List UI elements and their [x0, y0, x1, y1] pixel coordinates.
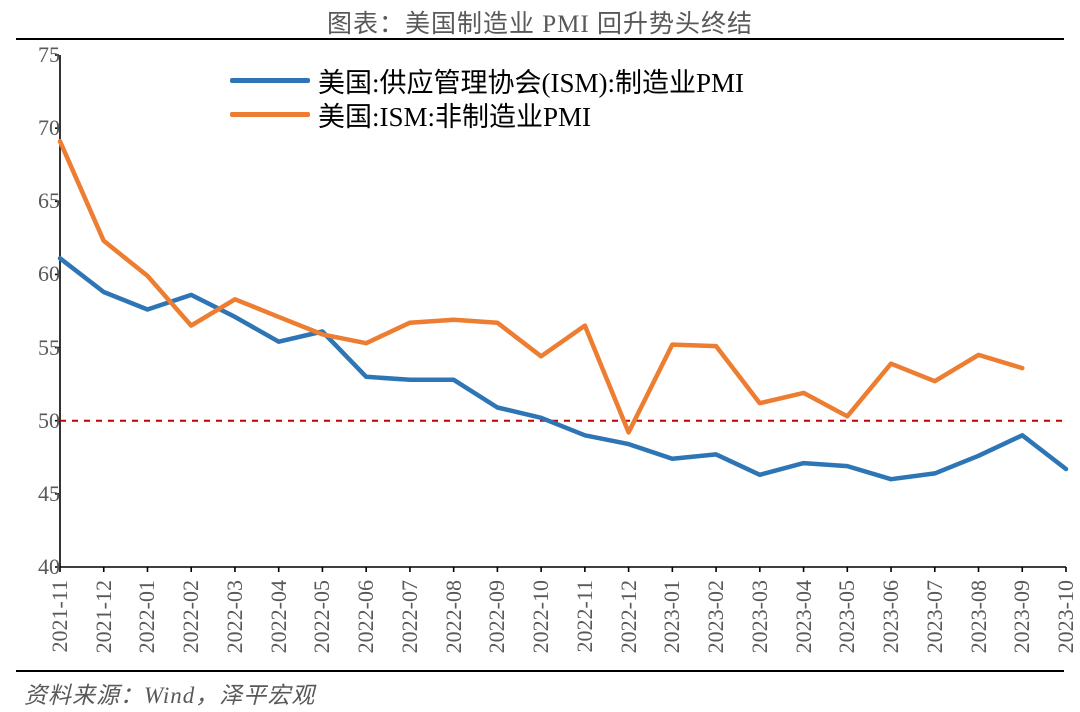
- x-tick-label: 2022-01: [134, 580, 160, 653]
- y-tick-label: 70: [20, 115, 60, 141]
- legend-item-nonmanufacturing: 美国:ISM:非制造业PMI: [230, 97, 744, 131]
- y-tick-label: 60: [20, 261, 60, 287]
- x-tick-label: 2023-07: [922, 580, 948, 653]
- x-tick-label: 2023-03: [747, 580, 773, 653]
- y-tick-label: 65: [20, 188, 60, 214]
- chart-title: 图表：美国制造业 PMI 回升势头终结: [0, 0, 1080, 40]
- legend: 美国:供应管理协会(ISM):制造业PMI 美国:ISM:非制造业PMI: [230, 63, 744, 131]
- x-tick-label: 2023-09: [1009, 580, 1035, 653]
- x-tick-label: 2022-08: [441, 580, 467, 653]
- top-rule: [16, 38, 1064, 40]
- y-tick-label: 40: [20, 554, 60, 580]
- x-tick-label: 2023-02: [703, 580, 729, 653]
- bottom-rule: [16, 670, 1064, 672]
- x-tick-label: 2023-10: [1053, 580, 1079, 653]
- x-tick-label: 2022-10: [528, 580, 554, 653]
- legend-swatch-nonmanufacturing: [230, 112, 310, 117]
- y-tick-label: 55: [20, 335, 60, 361]
- x-tick-label: 2023-05: [834, 580, 860, 653]
- x-tick-label: 2022-02: [178, 580, 204, 653]
- x-tick-label: 2022-05: [309, 580, 335, 653]
- x-tick-label: 2023-06: [878, 580, 904, 653]
- x-tick-label: 2022-11: [572, 580, 598, 653]
- x-tick-label: 2022-09: [484, 580, 510, 653]
- x-tick-label: 2023-08: [966, 580, 992, 653]
- legend-swatch-manufacturing: [230, 78, 310, 83]
- x-tick-label: 2022-07: [397, 580, 423, 653]
- x-tick-label: 2021-12: [91, 580, 117, 653]
- y-tick-label: 45: [20, 481, 60, 507]
- source-text: 资料来源：Wind，泽平宏观: [24, 676, 315, 710]
- legend-label-nonmanufacturing: 美国:ISM:非制造业PMI: [318, 95, 591, 134]
- x-tick-label: 2021-11: [47, 580, 73, 653]
- y-tick-label: 75: [20, 42, 60, 68]
- legend-item-manufacturing: 美国:供应管理协会(ISM):制造业PMI: [230, 63, 744, 97]
- x-tick-label: 2022-12: [616, 580, 642, 653]
- x-tick-label: 2023-01: [659, 580, 685, 653]
- chart-container: 图表：美国制造业 PMI 回升势头终结 40 45 50 55 60 65 70 75 202…: [0, 0, 1080, 712]
- x-tick-label: 2022-06: [353, 580, 379, 653]
- x-tick-label: 2022-03: [222, 580, 248, 653]
- y-tick-label: 50: [20, 408, 60, 434]
- x-tick-label: 2022-04: [266, 580, 292, 653]
- x-tick-label: 2023-04: [791, 580, 817, 653]
